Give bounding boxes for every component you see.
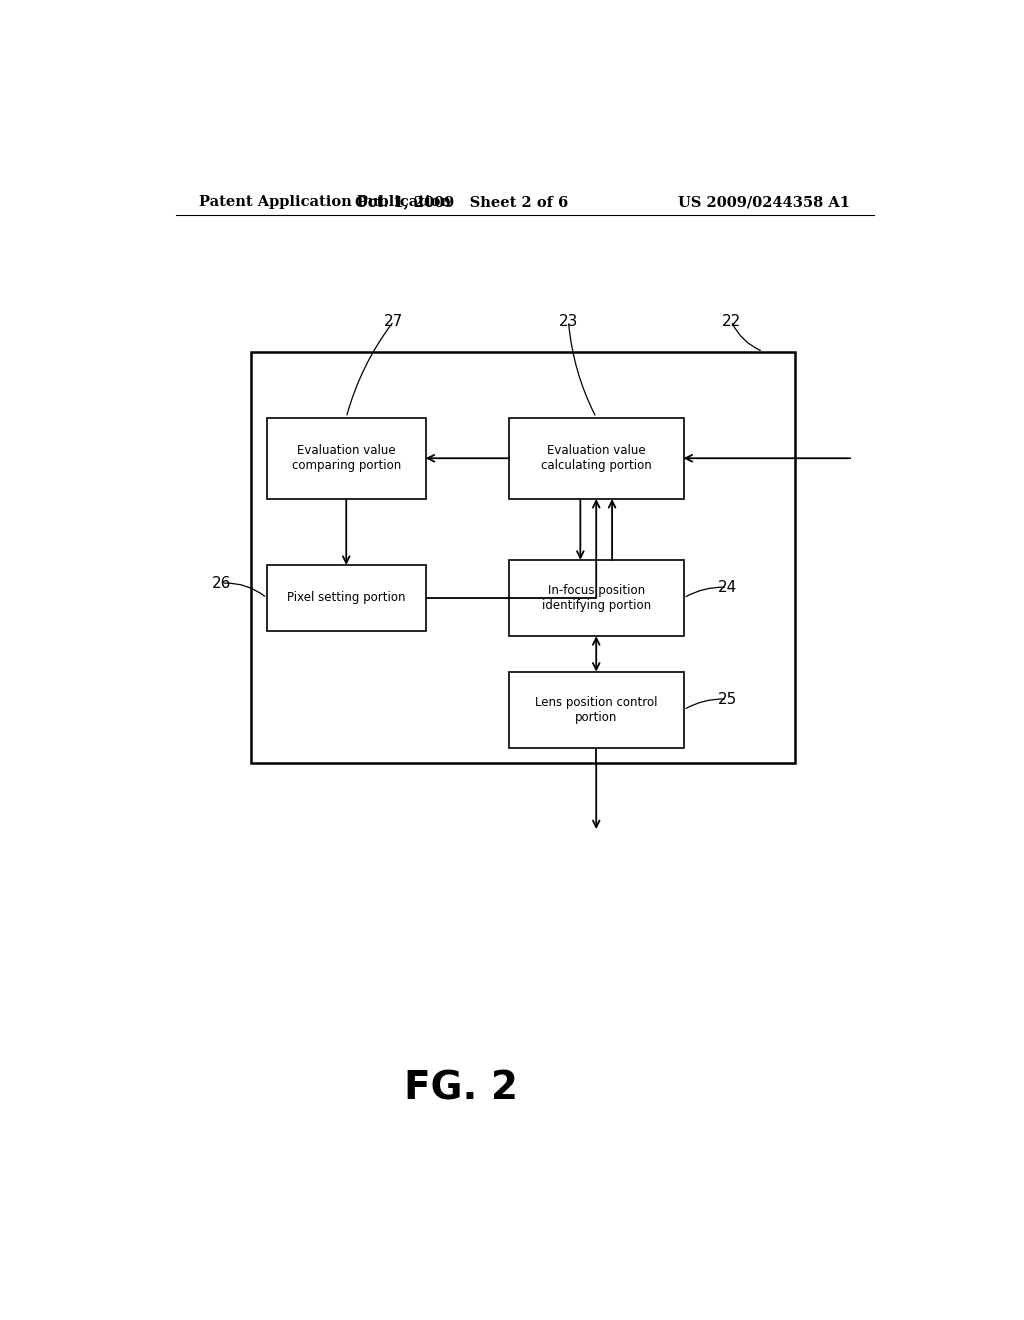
Text: 24: 24 <box>718 579 737 595</box>
Text: Oct. 1, 2009   Sheet 2 of 6: Oct. 1, 2009 Sheet 2 of 6 <box>354 195 568 209</box>
Bar <box>267 417 426 499</box>
Text: Evaluation value
calculating portion: Evaluation value calculating portion <box>541 445 651 473</box>
Bar <box>509 672 684 748</box>
Text: 22: 22 <box>722 314 740 329</box>
Text: Evaluation value
comparing portion: Evaluation value comparing portion <box>292 445 400 473</box>
Text: US 2009/0244358 A1: US 2009/0244358 A1 <box>678 195 850 209</box>
Text: 23: 23 <box>559 314 579 329</box>
Text: 26: 26 <box>212 576 231 591</box>
Text: Pixel setting portion: Pixel setting portion <box>287 591 406 605</box>
Bar <box>251 351 795 763</box>
Bar <box>267 565 426 631</box>
Text: Lens position control
portion: Lens position control portion <box>535 696 657 723</box>
Text: 27: 27 <box>384 314 403 329</box>
Bar <box>509 417 684 499</box>
Text: 25: 25 <box>718 692 737 706</box>
Text: Patent Application Publication: Patent Application Publication <box>200 195 452 209</box>
Text: FG. 2: FG. 2 <box>404 1069 518 1107</box>
Bar <box>509 560 684 636</box>
Text: In-focus position
identifying portion: In-focus position identifying portion <box>542 583 651 612</box>
